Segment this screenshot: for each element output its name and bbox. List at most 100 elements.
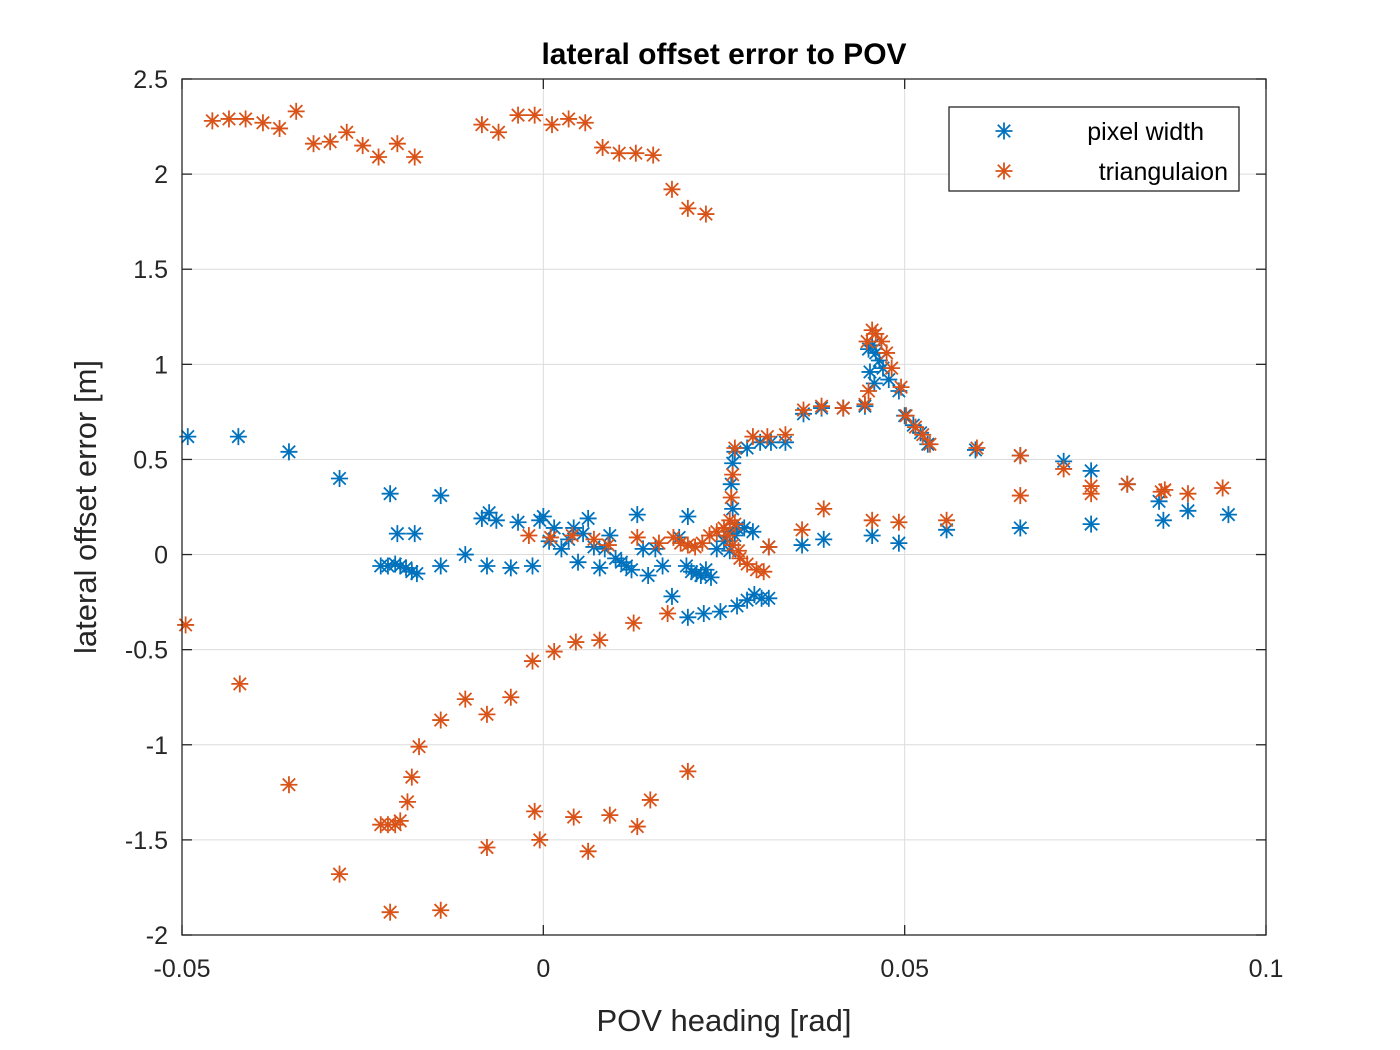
data-point-pixel-width: [502, 559, 520, 577]
data-point-triangulaion: [370, 148, 388, 166]
data-point-triangulaion: [271, 119, 289, 137]
data-point-triangulaion: [321, 133, 339, 151]
data-point-triangulaion: [659, 605, 677, 623]
data-point-triangulaion: [738, 555, 756, 573]
data-point-triangulaion: [237, 110, 255, 128]
data-point-triangulaion: [793, 521, 811, 539]
data-point-pixel-width: [639, 566, 657, 584]
data-point-triangulaion: [914, 426, 932, 444]
data-point-pixel-width: [408, 565, 426, 583]
data-point-triangulaion: [1214, 479, 1232, 497]
data-point-triangulaion: [679, 199, 697, 217]
data-point-pixel-width: [432, 557, 450, 575]
data-point-pixel-width: [229, 428, 247, 446]
data-point-triangulaion: [560, 110, 578, 128]
data-point-pixel-width: [406, 525, 424, 543]
data-point-triangulaion: [531, 831, 549, 849]
data-point-pixel-width: [663, 587, 681, 605]
data-point-triangulaion: [567, 633, 585, 651]
data-point-triangulaion: [231, 675, 249, 693]
data-point-triangulaion: [938, 511, 956, 529]
data-point-triangulaion: [579, 842, 597, 860]
data-point-pixel-width: [744, 523, 762, 541]
data-point-triangulaion: [601, 806, 619, 824]
legend: pixel width triangulaion: [948, 106, 1240, 192]
data-point-triangulaion: [526, 106, 544, 124]
data-point-triangulaion: [338, 123, 356, 141]
y-tick-label: 1.5: [133, 256, 168, 284]
data-point-pixel-width: [381, 485, 399, 503]
legend-marker-icon: [995, 122, 1013, 140]
data-point-triangulaion: [628, 818, 646, 836]
data-point-triangulaion: [591, 631, 609, 649]
data-point-pixel-width: [579, 509, 597, 527]
data-point-pixel-width: [697, 561, 715, 579]
data-point-triangulaion: [921, 435, 939, 453]
data-point-pixel-width: [478, 557, 496, 575]
data-point-pixel-width: [591, 559, 609, 577]
data-point-triangulaion: [755, 563, 773, 581]
data-point-triangulaion: [892, 378, 910, 396]
data-point-triangulaion: [563, 527, 581, 545]
data-point-triangulaion: [254, 114, 272, 132]
y-tick-label: -1.5: [125, 827, 168, 855]
plot-background: [182, 79, 1266, 935]
data-point-triangulaion: [576, 114, 594, 132]
data-point-triangulaion: [1118, 475, 1136, 493]
data-point-triangulaion: [794, 401, 812, 419]
data-point-triangulaion: [760, 538, 778, 556]
x-axis-label: POV heading [rad]: [596, 1003, 851, 1038]
y-axis-label: lateral offset error [m]: [68, 360, 103, 654]
data-point-triangulaion: [722, 488, 740, 506]
y-tick-label: 2: [154, 161, 168, 189]
data-point-triangulaion: [203, 112, 221, 130]
data-point-pixel-width: [865, 374, 883, 392]
data-point-pixel-width: [1179, 502, 1197, 520]
data-point-pixel-width: [1219, 506, 1237, 524]
data-point-triangulaion: [381, 903, 399, 921]
ticks: [181, 78, 1267, 936]
data-point-triangulaion: [478, 705, 496, 723]
data-point-triangulaion: [628, 528, 646, 546]
data-point-triangulaion: [815, 500, 833, 518]
data-point-triangulaion: [641, 791, 659, 809]
data-point-triangulaion: [897, 407, 915, 425]
data-point-pixel-width: [456, 546, 474, 564]
data-point-triangulaion: [726, 439, 744, 457]
data-point-triangulaion: [520, 527, 538, 545]
data-point-triangulaion: [627, 144, 645, 162]
data-point-triangulaion: [432, 901, 450, 919]
data-point-triangulaion: [968, 439, 986, 457]
data-point-pixel-width: [1011, 519, 1029, 537]
data-point-triangulaion: [1152, 483, 1170, 501]
data-point-pixel-width: [724, 500, 742, 518]
data-point-triangulaion: [565, 808, 583, 826]
data-point-triangulaion: [398, 793, 416, 811]
data-point-triangulaion: [1179, 485, 1197, 503]
data-point-triangulaion: [287, 102, 305, 120]
data-point-pixel-width: [815, 530, 833, 548]
x-tick-label: -0.05: [154, 955, 211, 983]
data-point-triangulaion: [744, 428, 762, 446]
axes-box: [181, 78, 1267, 936]
y-tick-label: -1: [146, 732, 168, 760]
data-point-pixel-width: [1082, 462, 1100, 480]
data-point-triangulaion: [1011, 487, 1029, 505]
data-point-pixel-width: [695, 605, 713, 623]
data-point-pixel-width: [552, 540, 570, 558]
chart-title: lateral offset error to POV: [541, 38, 906, 71]
data-point-triangulaion: [523, 652, 541, 670]
data-point-triangulaion: [388, 135, 406, 153]
legend-marker-icon: [995, 162, 1013, 180]
data-point-triangulaion: [403, 768, 421, 786]
data-point-triangulaion: [701, 527, 719, 545]
data-point-triangulaion: [878, 344, 896, 362]
x-tick-label: 0.05: [880, 955, 929, 983]
data-point-triangulaion: [543, 116, 561, 134]
data-point-pixel-width: [509, 513, 527, 531]
data-point-triangulaion: [473, 116, 491, 134]
data-point-pixel-width: [724, 454, 742, 472]
data-point-triangulaion: [1055, 460, 1073, 478]
data-point-triangulaion: [697, 205, 715, 223]
data-point-pixel-width: [863, 527, 881, 545]
